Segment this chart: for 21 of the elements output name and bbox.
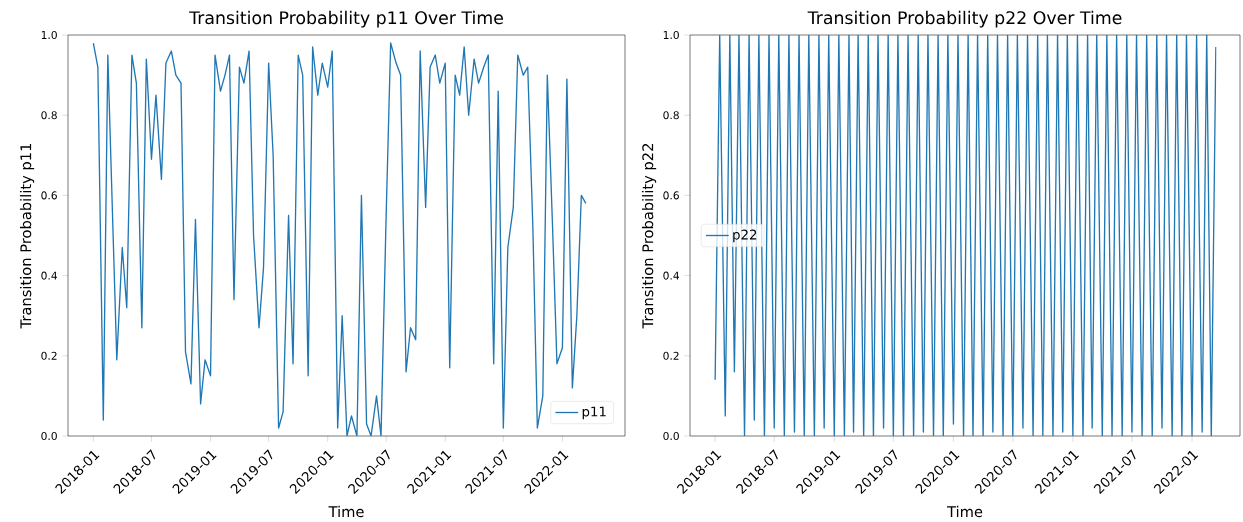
y-axis-title: Transition Probability p11 [19, 143, 35, 329]
y-tick-label: 0.2 [663, 351, 679, 360]
y-tick-label: 0.6 [663, 191, 679, 200]
y-tick-label: 0.4 [663, 271, 680, 280]
y-tick-label: 0.4 [41, 271, 57, 280]
line-series [714, 35, 1217, 436]
y-axis-title: Transition Probability p22 [641, 144, 657, 329]
legend-label: p11 [582, 406, 606, 420]
y-tick-label: 1.0 [663, 30, 679, 40]
chart-title: Transition Probability p11 Over Time [189, 10, 503, 28]
legend-label: p22 [733, 229, 757, 243]
y-tick-label: 0.8 [41, 111, 57, 120]
y-tick-label: 0.0 [663, 431, 679, 441]
y-tick-label: 0.2 [41, 351, 57, 360]
y-tick-label: 1.0 [41, 30, 57, 40]
x-axis-title: Time [328, 505, 364, 518]
y-tick-label: 0.0 [41, 431, 57, 441]
y-tick-label: 0.6 [41, 191, 57, 200]
y-tick-label: 0.8 [663, 111, 679, 120]
chart-title: Transition Probability p22 Over Time [807, 10, 1122, 28]
x-axis-title: Time [947, 505, 983, 518]
